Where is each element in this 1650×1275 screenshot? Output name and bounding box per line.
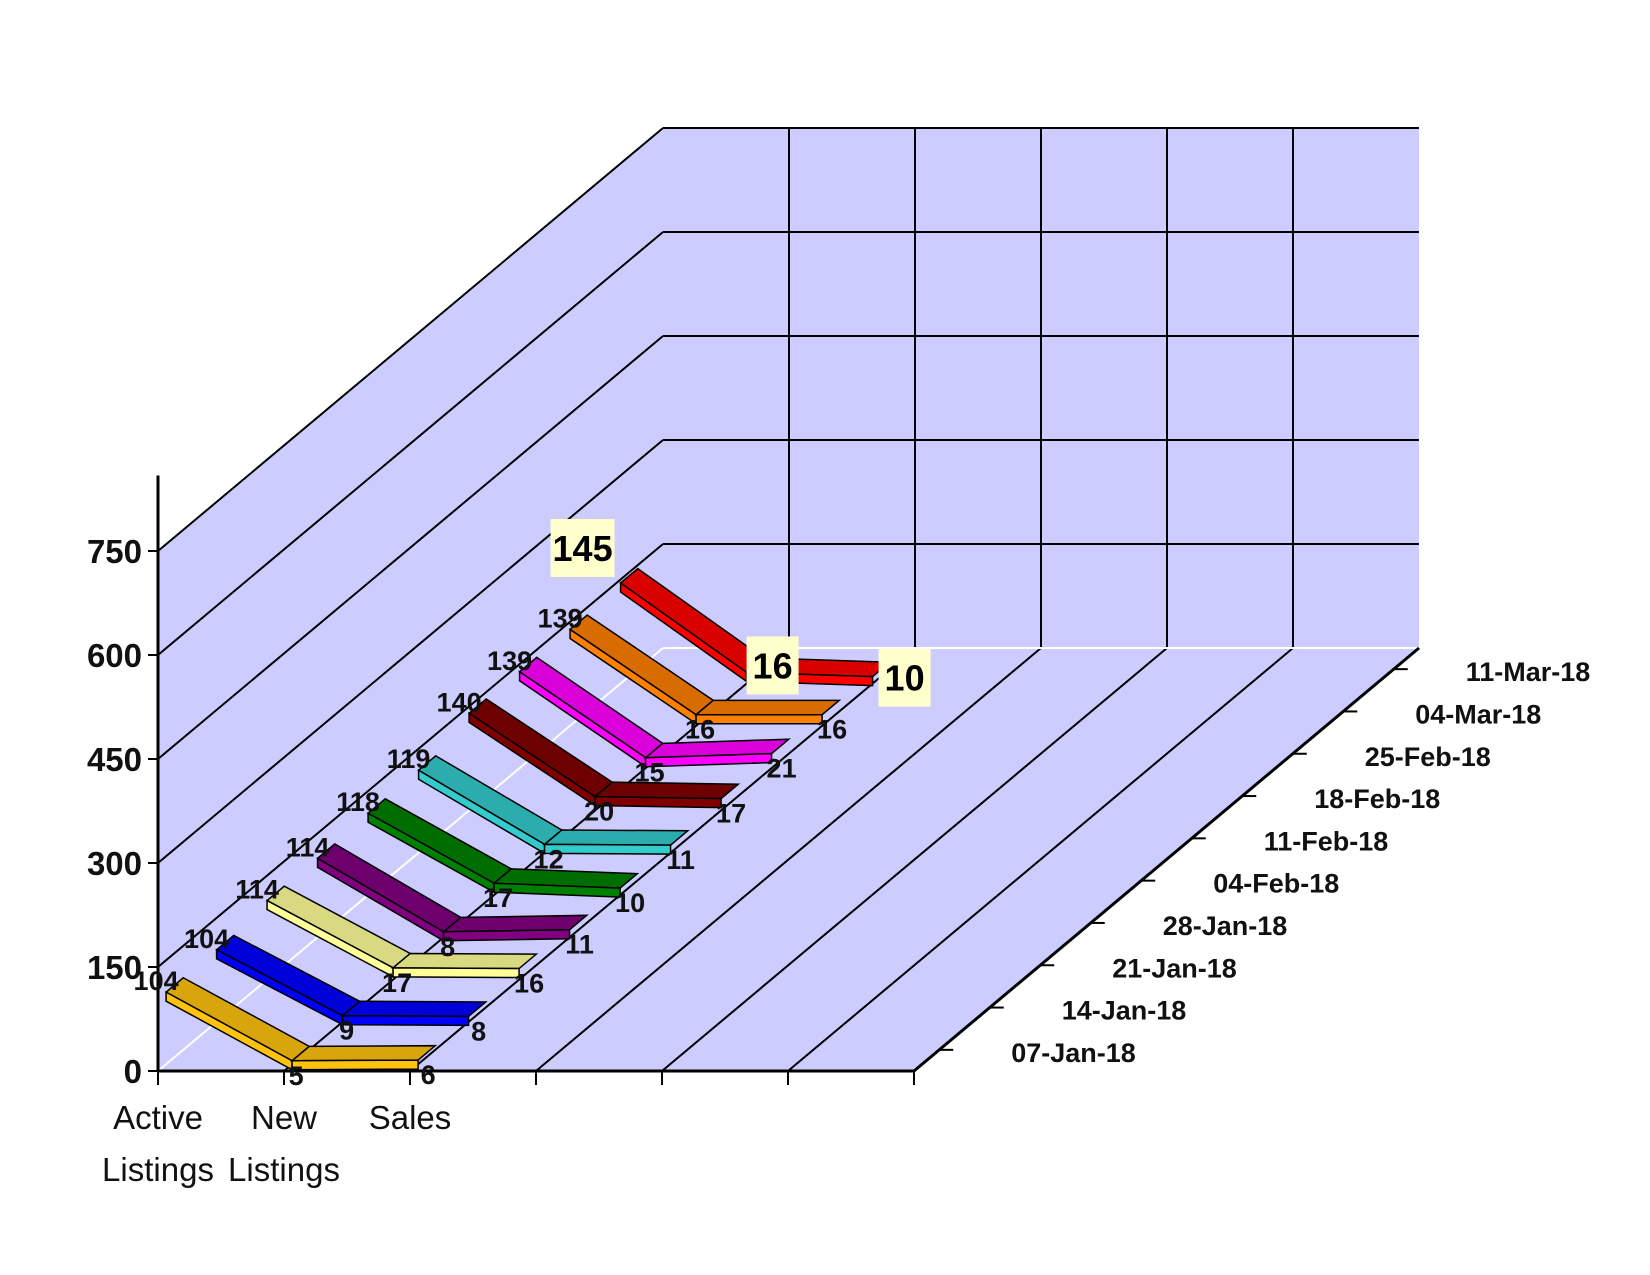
y-tick-label: 600 <box>87 637 142 674</box>
series-ribbon <box>366 797 640 898</box>
floor-gridline <box>787 647 1294 1072</box>
data-label-box <box>550 518 615 577</box>
ribbon-face <box>644 752 773 768</box>
ribbon-face <box>341 1014 470 1027</box>
z-tick-label: 21-Jan-18 <box>1112 953 1237 983</box>
data-label: 10 <box>615 888 645 918</box>
z-tick-label: 11-Mar-18 <box>1466 657 1591 687</box>
floor-gridline <box>661 647 1168 1072</box>
y-tick-label: 450 <box>87 741 142 778</box>
data-label: 16 <box>753 645 793 686</box>
ribbon-top <box>340 1000 488 1018</box>
data-label: 145 <box>553 528 613 569</box>
z-tick-label: 04-Mar-18 <box>1415 699 1541 729</box>
x-category-label: Listings <box>102 1151 214 1188</box>
series-ribbon <box>215 934 488 1027</box>
floor-gridline <box>535 647 1042 1072</box>
data-label: 118 <box>336 787 380 817</box>
data-label: 11 <box>666 845 695 875</box>
ribbon-face <box>695 713 823 725</box>
chart-grid <box>157 127 1420 1072</box>
x-category-label: New <box>251 1099 317 1136</box>
y-tick-label: 750 <box>87 533 142 570</box>
data-label: 8 <box>471 1016 486 1046</box>
x-category-label: Active <box>113 1099 203 1136</box>
ribbon-face <box>442 928 571 942</box>
data-label: 119 <box>387 744 431 774</box>
data-label: 20 <box>584 797 614 827</box>
data-label: 114 <box>235 875 279 905</box>
series-ribbon <box>316 842 589 943</box>
series-ribbon <box>518 656 791 769</box>
x-category-label: Sales <box>369 1099 452 1136</box>
data-label: 16 <box>685 715 715 745</box>
z-tick-label: 07-Jan-18 <box>1011 1038 1136 1068</box>
data-label-box <box>746 636 799 695</box>
data-label: 5 <box>289 1061 304 1091</box>
chart-left-wall <box>158 128 663 1071</box>
data-label: 17 <box>716 799 746 829</box>
data-label: 6 <box>421 1060 436 1090</box>
y-tick-label: 300 <box>87 845 142 882</box>
left-wall-gridline <box>157 127 664 552</box>
data-label: 17 <box>483 883 513 913</box>
z-axis-line <box>913 646 1420 1073</box>
y-tick-label: 0 <box>124 1053 142 1090</box>
data-label: 104 <box>184 924 229 954</box>
data-label: 17 <box>382 968 412 998</box>
z-tick-label: 18-Feb-18 <box>1314 784 1440 814</box>
y-tick-label: 150 <box>87 949 142 986</box>
ribbon-top <box>391 952 539 970</box>
ribbon-top <box>542 829 690 846</box>
floor-gridline <box>409 647 916 1072</box>
ribbon-face <box>392 967 520 979</box>
ribbon-face <box>543 843 672 855</box>
x-category-label: Listings <box>228 1151 340 1188</box>
series-ribbon <box>265 885 539 979</box>
data-label-box <box>878 648 931 707</box>
data-label: 139 <box>487 646 532 676</box>
data-label: 114 <box>286 832 330 862</box>
data-label: 21 <box>767 754 797 784</box>
data-label: 139 <box>538 603 583 633</box>
series-ribbon <box>164 976 438 1072</box>
left-wall-gridline <box>157 335 664 760</box>
series-ribbon <box>467 698 741 809</box>
data-label: 8 <box>440 932 455 962</box>
data-label: 140 <box>437 687 482 717</box>
data-label: 16 <box>817 715 847 745</box>
ribbon-face <box>493 882 621 898</box>
data-label: 11 <box>565 930 594 960</box>
ribbon-face <box>594 795 722 809</box>
ribbon-face <box>291 1059 419 1071</box>
left-wall-gridline <box>157 439 664 864</box>
z-tick-label: 25-Feb-18 <box>1365 742 1491 772</box>
z-tick-label: 28-Jan-18 <box>1163 911 1288 941</box>
z-tick-label: 14-Jan-18 <box>1062 996 1187 1026</box>
left-wall-gridline <box>157 543 664 968</box>
data-label: 12 <box>534 844 564 874</box>
data-label: 104 <box>134 966 179 996</box>
ribbon-top <box>290 1044 438 1062</box>
ribbon-top <box>694 699 842 716</box>
left-wall-gridline <box>157 231 664 656</box>
data-label: 10 <box>885 658 925 699</box>
data-label: 16 <box>514 969 544 999</box>
z-tick-label: 11-Feb-18 <box>1264 826 1389 856</box>
data-label: 9 <box>339 1016 354 1046</box>
z-tick-label: 04-Feb-18 <box>1213 869 1339 899</box>
data-label: 15 <box>635 758 665 788</box>
series-ribbon <box>417 754 690 855</box>
series-ribbon <box>568 614 842 726</box>
